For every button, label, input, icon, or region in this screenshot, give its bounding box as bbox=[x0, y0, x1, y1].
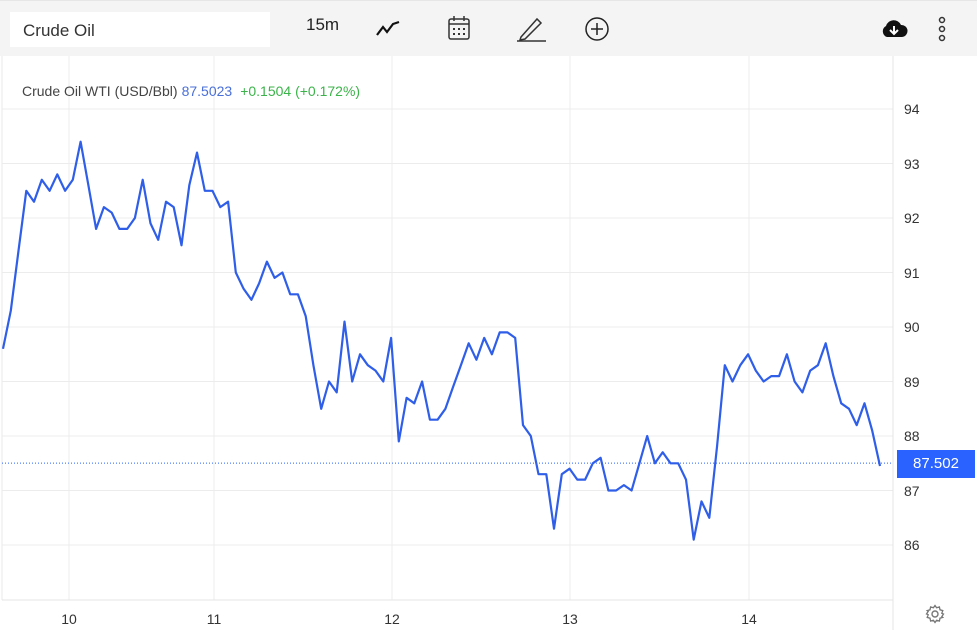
last-price-tag: 87.502 bbox=[897, 450, 975, 478]
draw-pencil-icon[interactable] bbox=[515, 15, 547, 43]
y-tick-label: 88 bbox=[904, 428, 920, 444]
x-tick-label: 10 bbox=[61, 611, 77, 627]
legend-change: +0.1504 (+0.172%) bbox=[240, 83, 361, 99]
y-tick-label: 94 bbox=[904, 101, 920, 117]
x-tick-label: 13 bbox=[562, 611, 578, 627]
more-options-icon[interactable] bbox=[936, 16, 948, 44]
add-indicator-icon[interactable] bbox=[584, 16, 610, 42]
chart-legend: Crude Oil WTI (USD/Bbl) 87.5023 +0.1504 (+… bbox=[22, 83, 360, 99]
y-tick-label: 90 bbox=[904, 319, 920, 335]
legend-name: Crude Oil WTI (USD/Bbl) bbox=[22, 83, 178, 99]
y-tick-label: 91 bbox=[904, 264, 920, 281]
x-tick-label: 14 bbox=[741, 611, 757, 627]
y-tick-label: 92 bbox=[904, 210, 920, 226]
x-tick-label: 12 bbox=[384, 611, 400, 627]
y-tick-label: 87 bbox=[904, 482, 920, 499]
symbol-input[interactable]: Crude Oil bbox=[10, 12, 270, 47]
y-tick-label: 89 bbox=[904, 373, 920, 390]
price-series-line bbox=[1, 140, 882, 541]
toolbar: Crude Oil 15m bbox=[0, 0, 977, 56]
y-tick-label: 93 bbox=[904, 155, 920, 172]
calendar-icon[interactable] bbox=[447, 15, 471, 41]
legend-value: 87.5023 bbox=[181, 83, 233, 99]
download-cloud-icon[interactable] bbox=[880, 19, 908, 39]
x-tick-label: 11 bbox=[206, 611, 222, 627]
settings-gear-icon[interactable] bbox=[925, 604, 945, 624]
y-tick-label: 86 bbox=[904, 537, 920, 553]
chart-type-icon[interactable] bbox=[375, 19, 401, 39]
interval-button[interactable]: 15m bbox=[306, 15, 340, 34]
